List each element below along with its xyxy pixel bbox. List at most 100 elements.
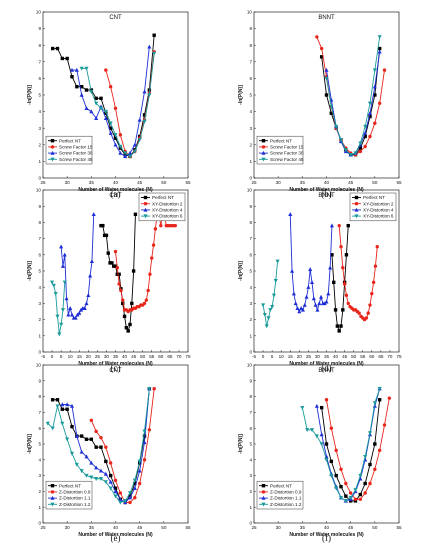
legend-entry: XY-Distortion 2 [363, 201, 394, 206]
data-point [324, 299, 329, 304]
legend-marker [50, 495, 55, 500]
data-point [108, 130, 113, 135]
data-point [50, 398, 55, 402]
legend-entry: Perfect NT [270, 138, 292, 143]
data-point [123, 151, 128, 156]
data-point [84, 473, 89, 478]
data-point [343, 499, 348, 504]
x-tick-label: 35 [89, 525, 95, 530]
y-tick-label: 5 [249, 93, 252, 98]
data-point [344, 481, 348, 486]
x-tick-label: 25 [251, 525, 257, 530]
y-axis-label: -ln[P(N)] [27, 434, 33, 454]
data-point [382, 68, 387, 72]
legend-entry: Z-Distortion 0.9 [59, 490, 91, 495]
data-point [324, 442, 329, 446]
data-point [314, 403, 319, 408]
x-tick-label: 45 [137, 180, 143, 185]
x-tick-label: 40 [113, 525, 119, 530]
y-tick-label: 0 [249, 176, 252, 181]
data-point [297, 309, 302, 314]
legend-entry: Z-Distortion 1.1 [270, 496, 302, 501]
data-point [99, 223, 103, 228]
series-3 [79, 51, 157, 159]
legend-marker [50, 490, 55, 494]
data-point [60, 402, 65, 407]
data-point [84, 106, 89, 110]
data-point [367, 111, 373, 115]
data-point [358, 141, 363, 146]
data-point [108, 126, 113, 130]
x-tick-label: 10 [279, 354, 285, 359]
legend-entry: XY-Distortion 6 [363, 214, 394, 219]
y-tick-label: 10 [247, 10, 253, 15]
data-point [111, 264, 116, 268]
y-tick-label: 5 [38, 269, 41, 274]
data-point [86, 293, 91, 297]
series-line [326, 398, 390, 500]
x-tick-label: 50 [161, 180, 167, 185]
data-point [339, 484, 343, 489]
legend-entry: Perfect NT [59, 483, 81, 488]
data-point [108, 486, 113, 491]
data-point [84, 301, 89, 306]
data-point [128, 322, 132, 327]
y-tick-label: 3 [249, 473, 252, 478]
data-point [113, 486, 118, 490]
data-point [79, 449, 84, 454]
legend-marker [50, 145, 55, 149]
x-tick-label: 40 [324, 180, 330, 185]
data-point [74, 67, 79, 72]
data-point [358, 146, 363, 150]
data-point [106, 251, 110, 255]
data-point [290, 268, 295, 273]
data-point [79, 66, 84, 71]
y-tick-label: 9 [249, 378, 252, 383]
data-point [50, 46, 55, 51]
data-point [118, 150, 123, 155]
x-tick-label: 25 [251, 180, 257, 185]
data-point [62, 252, 67, 257]
data-point [108, 461, 113, 465]
legend: Perfect NTZ-Distortion 0.9Z-Distortion 1… [256, 480, 304, 510]
y-tick-label: 10 [36, 363, 42, 368]
y-tick-label: 8 [38, 43, 41, 48]
data-point [311, 296, 316, 301]
x-tick-label: 20 [86, 354, 92, 359]
data-point [132, 478, 137, 483]
data-point [118, 497, 123, 501]
data-point [113, 264, 118, 268]
data-point [288, 212, 293, 216]
data-point [79, 434, 84, 438]
y-tick-label: 9 [249, 26, 252, 31]
x-tick-label: 70 [387, 354, 393, 359]
series-2 [69, 44, 152, 159]
series-line [289, 214, 333, 313]
y-tick-label: 4 [249, 285, 252, 290]
y-tick-label: 0 [38, 176, 41, 181]
legend-entry: Z-Distortion 1.1 [59, 496, 91, 501]
data-point [173, 223, 178, 228]
data-point [137, 117, 142, 122]
data-point [79, 85, 84, 89]
data-point [133, 496, 137, 500]
data-point [126, 329, 130, 333]
y-tick-label: 6 [38, 76, 41, 81]
data-point [91, 212, 96, 216]
data-point [372, 84, 377, 89]
data-point [74, 433, 79, 438]
data-point [60, 308, 65, 313]
y-tick-label: 4 [249, 457, 252, 462]
data-point [295, 306, 300, 310]
y-tick-label: 6 [38, 252, 41, 257]
data-point [115, 266, 120, 270]
y-axis-label: -ln[P(N)] [238, 85, 244, 105]
y-tick-label: 6 [249, 252, 252, 257]
x-tick-label: 35 [324, 354, 330, 359]
data-point [142, 89, 147, 94]
y-tick-label: 2 [249, 489, 252, 494]
data-point [98, 477, 104, 481]
data-point [118, 500, 123, 505]
data-point [358, 492, 363, 497]
